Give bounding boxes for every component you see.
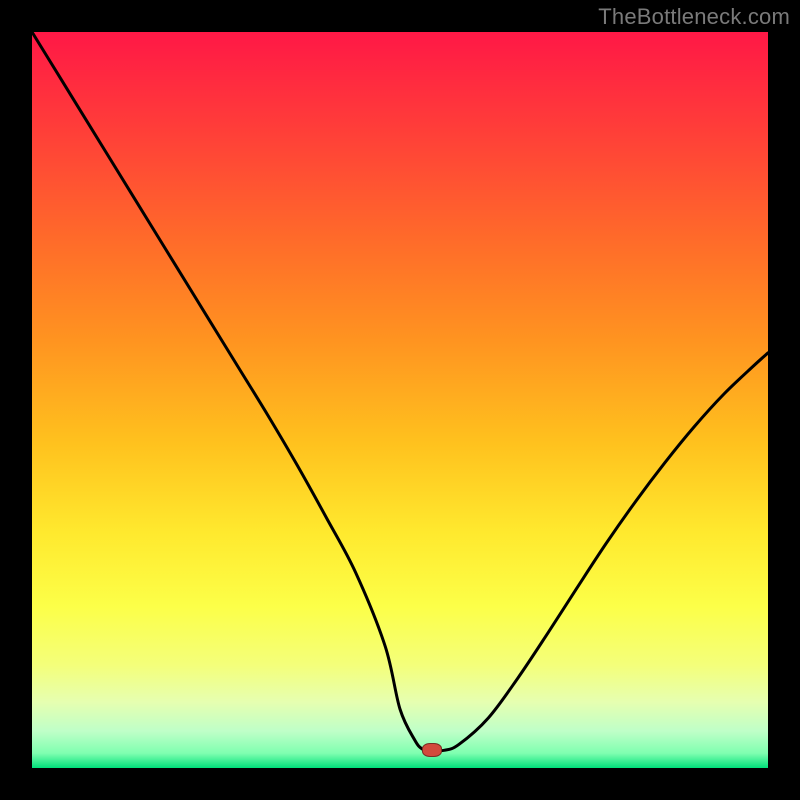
plot-area xyxy=(32,32,768,768)
chart-stage: TheBottleneck.com xyxy=(0,0,800,800)
watermark-text: TheBottleneck.com xyxy=(598,4,790,30)
optimal-point-marker xyxy=(422,743,442,757)
